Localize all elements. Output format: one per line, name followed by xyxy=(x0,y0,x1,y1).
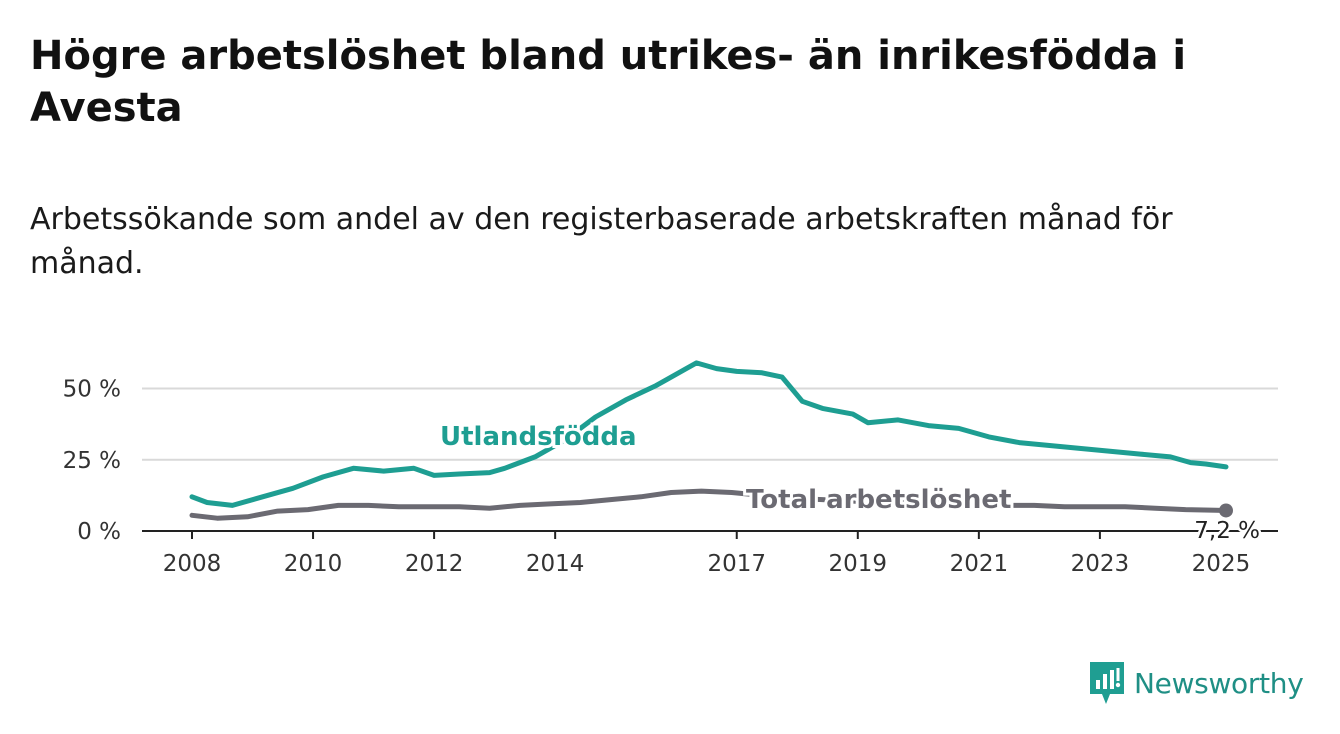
y-tick-label: 25 % xyxy=(63,448,121,474)
x-tick-label: 2014 xyxy=(526,551,585,577)
series-labels: Utlandsfödda Total arbetslöshet 7,2 % xyxy=(437,419,1263,547)
series-label-utlandsfodda: Utlandsfödda xyxy=(440,422,637,452)
x-tick-label: 2010 xyxy=(284,551,343,577)
brand-name: Newsworthy xyxy=(1134,666,1304,700)
x-tick-label: 2023 xyxy=(1071,551,1130,577)
y-tick-label: 0 % xyxy=(77,519,121,545)
x-tick-label: 2019 xyxy=(829,551,888,577)
series-label-total: Total arbetslöshet xyxy=(746,485,1011,515)
x-tick-label: 2021 xyxy=(950,551,1009,577)
x-tick-label: 2008 xyxy=(163,551,222,577)
chart-title: Högre arbetslöshet bland utrikes- än inr… xyxy=(30,33,1187,131)
series-line-utlandsfodda xyxy=(189,360,1229,508)
x-axis-ticks: 2008 2010 2012 2014 2017 2019 2021 2023 2025 xyxy=(163,531,1251,577)
y-tick-label: 50 % xyxy=(63,377,121,403)
newsworthy-logo-icon xyxy=(1090,662,1124,704)
gridlines xyxy=(142,387,1278,532)
x-tick-label: 2017 xyxy=(707,551,766,577)
chart-subtitle: Arbetssökande som andel av den registerb… xyxy=(30,202,1173,281)
newsworthy-logo[interactable]: Newsworthy xyxy=(1088,660,1304,706)
end-point-marker xyxy=(1219,503,1233,518)
line-chart: 0 % 25 % 50 % 2008 2010 2012 2014 2017 2019 2021… xyxy=(63,360,1278,577)
y-axis-ticks: 0 % 25 % 50 % xyxy=(63,377,121,546)
series-lines xyxy=(189,360,1229,521)
x-tick-label: 2025 xyxy=(1192,551,1251,577)
series-line-total xyxy=(189,488,1229,521)
x-tick-label: 2012 xyxy=(405,551,464,577)
end-value-label: 7,2 % xyxy=(1194,518,1260,544)
